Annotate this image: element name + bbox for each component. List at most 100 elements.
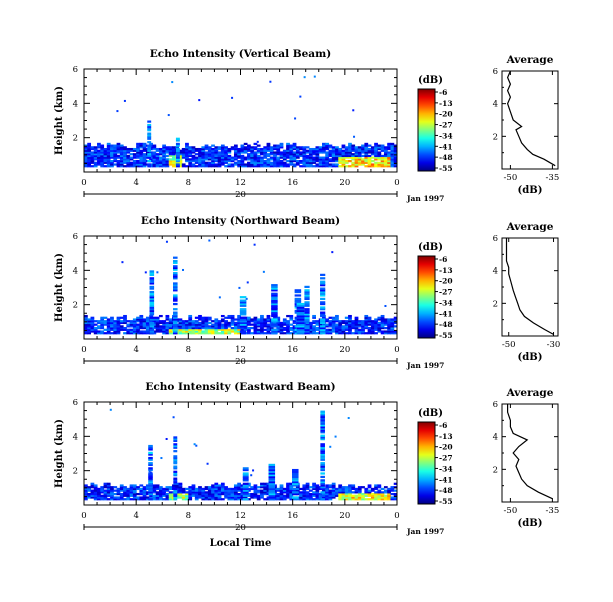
heatmap-cell [247,332,251,335]
plume-cell [320,332,326,335]
heatmap-cell [136,149,140,152]
plume-cell [173,313,178,316]
heatmap-cell [106,332,111,335]
heatmap-cell [276,487,281,491]
heatmap-cell [191,486,196,489]
heatmap-cell [116,147,121,151]
heatmap-cell [380,163,385,166]
heatmap-cell [380,323,385,326]
heatmap-cell [295,147,300,151]
heatmap-cell [377,492,382,496]
heatmap-cell [207,496,212,499]
plume-cell [320,301,326,304]
plume-cell [271,328,278,331]
heatmap-cell [348,496,352,499]
heatmap-cell [367,489,372,492]
plume-cell [320,280,326,283]
heatmap-cell [354,328,359,331]
plume-cell [173,496,178,499]
heatmap-cell [123,318,127,321]
heatmap-cell [158,321,163,325]
heatmap-cell [237,149,241,152]
heatmap-cell [185,328,189,331]
plume-cell [268,472,276,475]
heatmap-cell [152,496,157,499]
speck [195,444,198,447]
heatmap-cell [338,158,343,161]
heatmap-cell [370,326,375,330]
heatmap-cell [240,484,245,487]
plume-cell [147,163,152,166]
heatmap-cell [224,156,228,159]
heatmap-cell [100,316,105,319]
heatmap-cell [256,320,261,323]
heatmap-cell [211,153,215,156]
plume-cell [239,332,247,335]
heatmap-cell [335,314,339,318]
heatmap-cell [328,323,333,326]
heatmap-cell [387,332,391,335]
heatmap-cell [308,156,313,159]
plume-cell [320,424,325,427]
plume-cell [320,479,325,482]
heatmap-cell [318,163,323,166]
heatmap-cell [367,323,372,326]
heatmap-cell [292,158,297,161]
heatmap-cell [344,496,349,499]
heatmap-cell [308,149,313,152]
heatmap-cell [100,151,105,154]
speck [246,281,249,284]
heatmap-cell [325,159,330,163]
heatmap-cell [100,498,105,501]
heatmap-cell [162,491,167,494]
plume-cell [320,446,325,449]
heatmap-cell [253,491,258,494]
heatmap-cell [370,156,375,159]
heatmap-cell [97,161,101,164]
heatmap-cell [253,318,258,321]
heatmap-cell [393,316,398,319]
heatmap-cell [97,159,101,163]
heatmap-cell [299,498,303,501]
heatmap-cell [155,154,160,158]
heatmap-cell [93,326,98,330]
plume-cell [173,273,178,276]
heatmap-cell [243,165,248,168]
heatmap-cell [263,482,268,485]
heatmap-cell [90,492,95,496]
heatmap-cell [308,486,313,489]
plume-cell [320,326,326,330]
plume-cell [173,314,178,318]
heatmap-cell [116,321,121,325]
heatmap-cell [247,156,251,159]
heatmap-cell [126,332,131,335]
heatmap-cell [198,316,202,319]
heatmap-cell [191,332,196,335]
heatmap-cell [84,159,88,163]
heatmap-cell [282,154,287,158]
heatmap-cell [84,165,88,168]
heatmap-cell [103,494,108,497]
heatmap-cell [325,325,330,328]
heatmap-cell [312,326,316,330]
heatmap-cell [348,321,352,325]
heatmap-cell [390,144,395,147]
heatmap-cell [227,325,232,328]
heatmap-cell [282,487,287,491]
heatmap-cell [240,494,245,497]
heatmap-cell [276,494,281,497]
heatmap-cell [266,484,271,487]
plume-cell [175,137,180,140]
heatmap-cell [308,165,313,168]
plume-cell [268,498,276,501]
heatmap-cell [185,494,189,497]
heatmap-cell [132,330,137,333]
heatmap-cell [367,158,372,161]
heatmap-cell [188,489,193,492]
heatmap-cell [276,161,281,164]
heatmap-cell [217,158,222,161]
average-y-tick-label: 2 [493,465,498,475]
heatmap-cell [328,316,333,319]
heatmap-cell [90,165,95,168]
speck [262,270,265,273]
